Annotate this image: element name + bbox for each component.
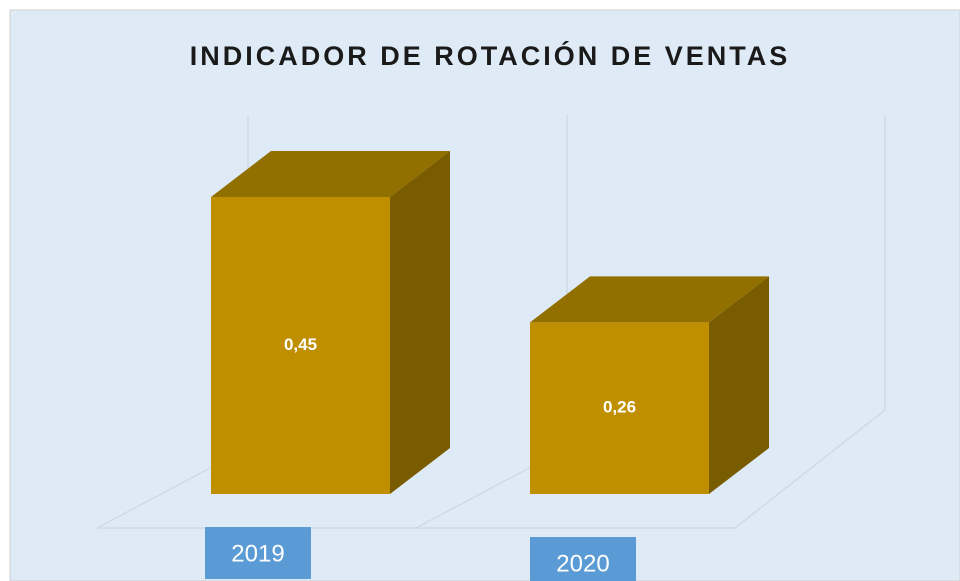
category-box	[205, 527, 311, 579]
category-box	[530, 537, 636, 581]
bar-top	[530, 276, 769, 323]
chart-area	[9, 9, 960, 581]
data-label: 0,45	[284, 335, 317, 354]
bar	[530, 276, 769, 494]
bar-side	[390, 151, 450, 494]
x-tick-label: 2020	[556, 550, 609, 577]
bar-front	[211, 197, 390, 494]
bar-side	[709, 276, 769, 494]
x-tick-label: 2019	[231, 540, 284, 567]
chart-title: INDICADOR DE ROTACIÓN DE VENTAS	[190, 40, 791, 71]
bar-front	[530, 322, 709, 494]
data-label: 0,26	[603, 398, 636, 417]
bar	[211, 151, 450, 494]
bar-top	[211, 151, 450, 197]
